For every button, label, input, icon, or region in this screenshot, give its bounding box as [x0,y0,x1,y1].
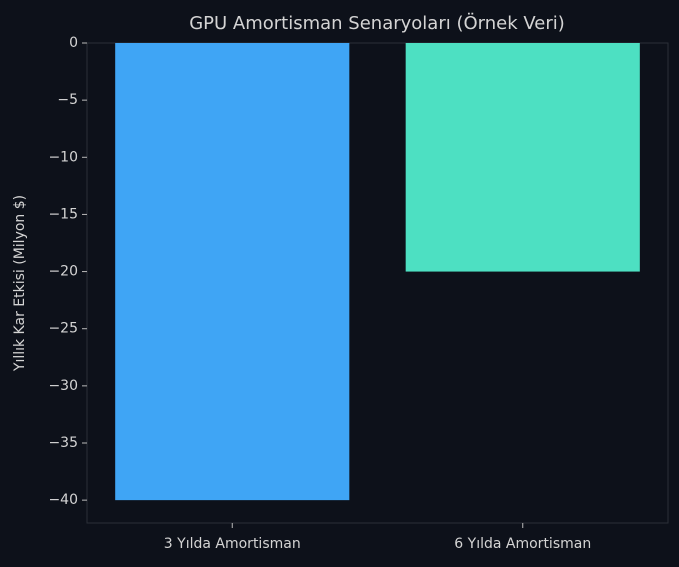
y-axis-label: Yıllık Kar Etkisi (Milyon $) [12,195,28,372]
plot-frame [86,42,669,524]
y-tick-label: 0 [69,35,78,51]
y-tick-label: −35 [48,435,78,451]
y-tick-label: −5 [57,92,78,108]
y-tick-label: −40 [48,492,78,508]
bar [115,43,350,501]
bar [405,43,640,272]
x-tick-label: 3 Yılda Amortisman [164,536,301,552]
y-tick-label: −20 [48,264,78,280]
y-tick-label: −15 [48,206,78,222]
chart-title: GPU Amortisman Senaryoları (Örnek Veri) [189,12,565,34]
x-tick-label: 6 Yılda Amortisman [454,536,591,552]
y-tick-label: −10 [48,149,78,165]
y-tick-label: −25 [48,321,78,337]
y-tick-label: −30 [48,378,78,394]
